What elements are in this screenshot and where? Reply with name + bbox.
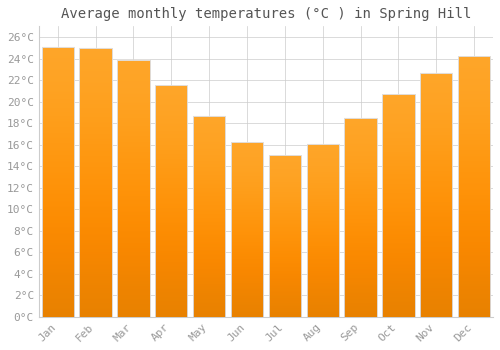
Bar — [155, 85, 188, 317]
Bar — [382, 94, 414, 317]
Bar — [42, 47, 74, 317]
Bar — [344, 118, 376, 317]
Bar — [231, 142, 263, 317]
Bar — [80, 48, 112, 317]
Bar — [420, 72, 452, 317]
Bar — [306, 144, 339, 317]
Bar — [231, 142, 263, 317]
Bar — [269, 155, 301, 317]
Bar — [118, 60, 150, 317]
Bar — [193, 116, 225, 317]
Title: Average monthly temperatures (°C ) in Spring Hill: Average monthly temperatures (°C ) in Sp… — [60, 7, 471, 21]
Bar — [42, 47, 74, 317]
Bar — [155, 85, 188, 317]
Bar — [118, 60, 150, 317]
Bar — [458, 56, 490, 317]
Bar — [306, 144, 339, 317]
Bar — [80, 48, 112, 317]
Bar — [420, 72, 452, 317]
Bar — [458, 56, 490, 317]
Bar — [269, 155, 301, 317]
Bar — [193, 116, 225, 317]
Bar — [382, 94, 414, 317]
Bar — [344, 118, 376, 317]
